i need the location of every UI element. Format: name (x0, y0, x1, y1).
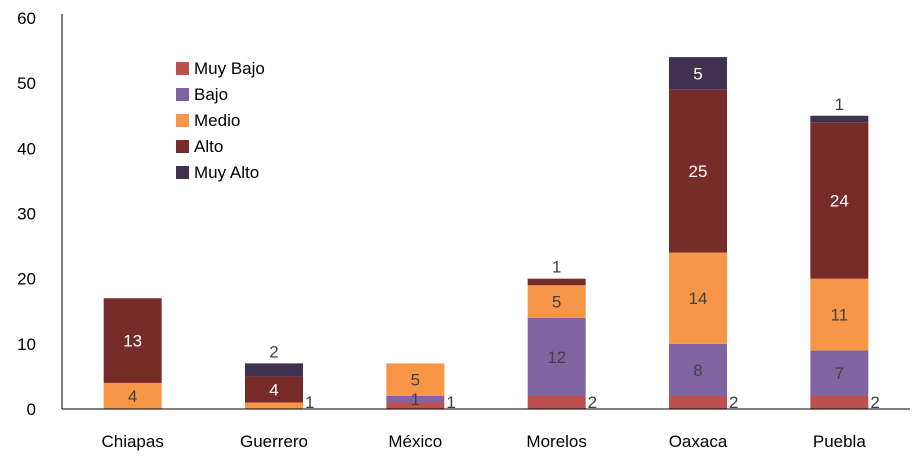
bar-segment-morelos-bajo (527, 317, 586, 396)
bar-segment-morelos-alto (527, 278, 586, 286)
legend-swatch (176, 88, 189, 101)
bar-segment-chiapas-medio (103, 382, 162, 409)
bar-segment-chiapas-alto (103, 298, 162, 383)
bar-segment-oaxaca-muy-bajo (669, 395, 727, 409)
data-label-oaxaca-muy-alto: 5 (693, 64, 702, 83)
data-label-morelos-alto: 1 (552, 258, 561, 277)
bar-segment-guerrero-alto (245, 376, 303, 403)
y-tick-label: 60 (17, 9, 36, 28)
bar-segment-puebla-alto (810, 122, 869, 279)
x-tick-label: Chiapas (101, 432, 163, 451)
data-label-chiapas-alto: 13 (123, 332, 142, 351)
x-tick-label: Guerrero (240, 432, 308, 451)
data-label-morelos-bajo: 12 (547, 348, 566, 367)
data-label-mexico-muy-bajo: 1 (446, 393, 455, 412)
bar-segment-puebla-muy-bajo (810, 395, 869, 409)
bars (103, 57, 869, 409)
x-tick-label: México (388, 432, 442, 451)
data-label-chiapas-medio: 4 (128, 387, 137, 406)
data-label-morelos-muy-bajo: 2 (588, 393, 597, 412)
data-label-morelos-medio: 5 (552, 292, 561, 311)
legend-item-muy-bajo: Muy Bajo (176, 59, 265, 78)
y-tick-label: 10 (17, 335, 36, 354)
data-label-mexico-bajo: 1 (411, 390, 420, 409)
y-tick-label: 30 (17, 205, 36, 224)
bar-segment-oaxaca-muy-alto (669, 57, 727, 90)
bar-segment-guerrero-medio (245, 402, 303, 409)
data-label-oaxaca-medio: 14 (689, 289, 708, 308)
bar-segment-morelos-medio (527, 285, 586, 318)
data-label-oaxaca-alto: 25 (689, 162, 708, 181)
legend-label: Muy Alto (194, 163, 259, 182)
legend-swatch (176, 140, 189, 153)
y-tick-label: 0 (27, 400, 36, 419)
legend-label: Medio (194, 111, 240, 130)
y-tick-label: 20 (17, 270, 36, 289)
legend-item-alto: Alto (176, 137, 223, 156)
legend-label: Bajo (194, 85, 228, 104)
x-tick-label: Puebla (813, 432, 866, 451)
data-label-guerrero-muy-alto: 2 (269, 342, 278, 361)
bar-segment-oaxaca-bajo (669, 343, 727, 396)
legend-label: Muy Bajo (194, 59, 265, 78)
legend: Muy Bajo Bajo Medio Alto Muy Alto (176, 59, 265, 182)
y-tick-label: 40 (17, 139, 36, 158)
bar-segment-oaxaca-medio (669, 252, 727, 344)
x-tick-label: Oaxaca (669, 432, 728, 451)
bar-segment-mexico-medio (386, 363, 445, 396)
data-label-puebla-muy-alto: 1 (835, 95, 844, 114)
data-label-oaxaca-bajo: 8 (693, 361, 702, 380)
legend-swatch (176, 62, 189, 75)
bar-segment-mexico-bajo (386, 395, 445, 403)
data-label-puebla-muy-bajo: 2 (870, 393, 879, 412)
bar-segment-puebla-muy-alto (810, 115, 869, 123)
data-label-puebla-medio: 11 (831, 306, 849, 325)
legend-item-medio: Medio (176, 111, 240, 130)
bar-segment-oaxaca-alto (669, 89, 727, 253)
y-tick-label: 50 (17, 74, 36, 93)
legend-swatch (176, 114, 189, 127)
legend-label: Alto (194, 137, 223, 156)
bar-segment-morelos-muy-bajo (527, 395, 586, 409)
x-axis: Chiapas Guerrero México Morelos Oaxaca Puebla (62, 408, 910, 451)
bar-segment-puebla-medio (810, 278, 869, 351)
legend-swatch (176, 166, 189, 179)
data-label-puebla-bajo: 7 (835, 364, 844, 383)
y-axis: 0 10 20 30 40 50 60 (17, 9, 63, 419)
bar-segment-mexico-muy-bajo (386, 402, 445, 409)
data-label-puebla-alto: 24 (830, 191, 849, 210)
x-tick-label: Morelos (526, 432, 586, 451)
data-label-mexico-medio: 5 (411, 371, 420, 390)
legend-item-muy-alto: Muy Alto (176, 163, 259, 182)
bar-segment-guerrero-muy-alto (245, 363, 303, 377)
data-label-guerrero-alto: 4 (269, 380, 278, 399)
bar-segment-puebla-bajo (810, 350, 869, 396)
data-label-guerrero-medio: 1 (305, 393, 314, 412)
data-label-oaxaca-muy-bajo: 2 (729, 393, 738, 412)
legend-item-bajo: Bajo (176, 85, 228, 104)
